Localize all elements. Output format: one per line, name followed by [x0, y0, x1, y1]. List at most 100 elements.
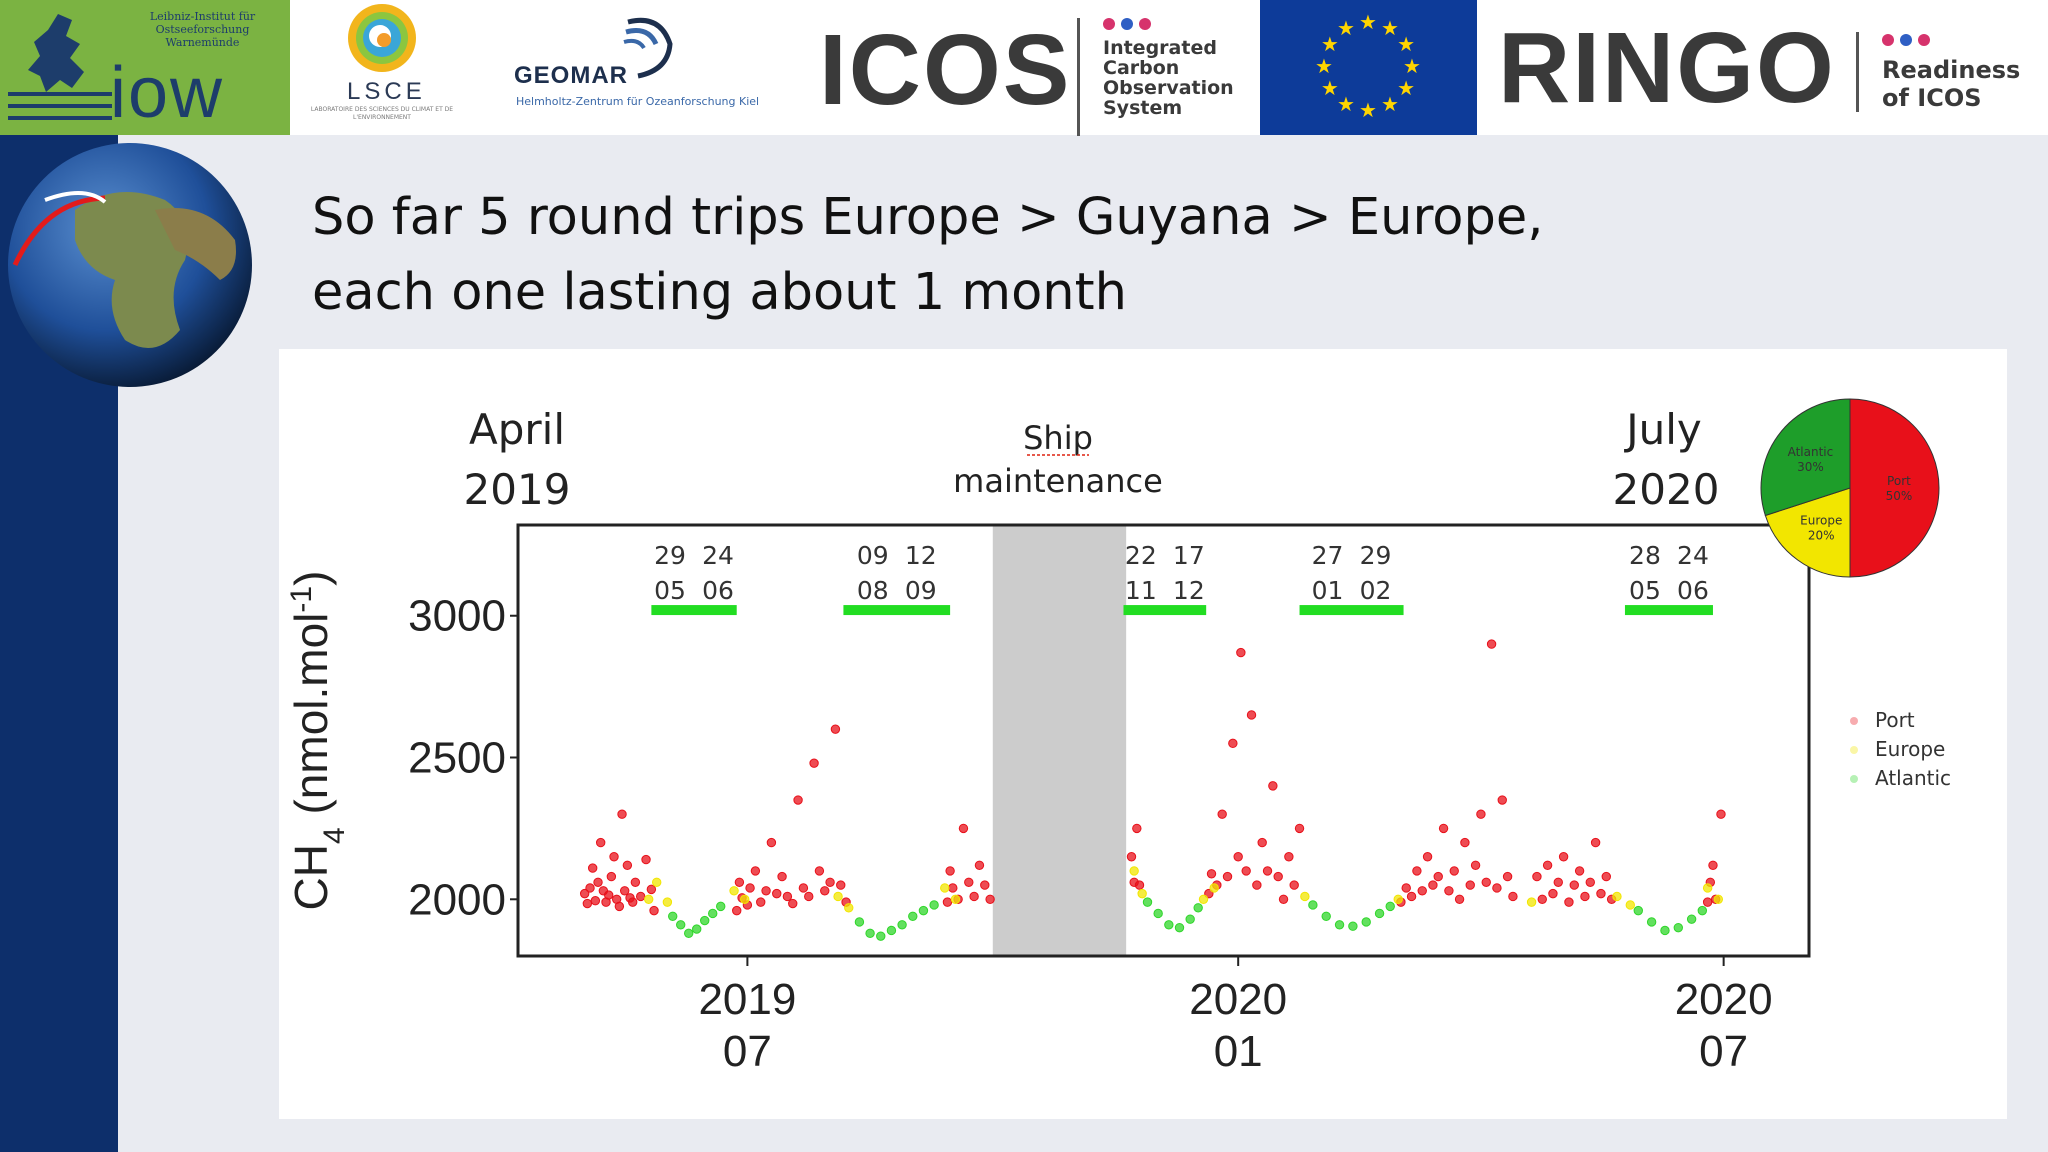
data-point-port: [619, 886, 630, 896]
data-point-port: [590, 896, 601, 906]
trip-end-month: 12: [1173, 576, 1205, 605]
data-point-port: [804, 891, 814, 902]
trip-start-month: 01: [1312, 576, 1344, 605]
trip-end-month: 06: [702, 576, 734, 605]
eu-star-icon: ★: [1359, 98, 1377, 122]
data-point-port: [1233, 852, 1243, 862]
trip-end-month: 02: [1360, 576, 1392, 605]
data-point-europe: [644, 894, 654, 904]
data-point-atlantic: [692, 924, 702, 934]
data-point-atlantic: [1673, 922, 1683, 933]
data-point-port: [745, 883, 755, 893]
data-point-port: [1444, 886, 1454, 896]
data-point-europe: [662, 897, 673, 907]
pie-slice-label: Atlantic: [1788, 445, 1834, 459]
data-point-port: [1569, 880, 1579, 890]
data-point-atlantic: [897, 920, 907, 930]
eu-stars-icon: ★ ★★★★★★★★★★★: [1315, 10, 1421, 122]
pie-slice-percent: 20%: [1808, 529, 1835, 543]
data-point-port: [782, 891, 793, 902]
eu-star-icon: ★: [1337, 16, 1355, 40]
data-point-port: [1580, 891, 1590, 902]
y-tick-label: 2000: [408, 875, 506, 924]
data-point-europe: [1300, 891, 1310, 902]
data-point-port: [777, 871, 787, 882]
icos-subtitle: Integrated Carbon Observation System: [1103, 38, 1234, 118]
ringo-name: RINGO: [1498, 12, 1836, 124]
data-point-port: [1564, 897, 1574, 907]
data-point-atlantic: [700, 915, 710, 926]
icos-subtitle-line: Carbon: [1103, 57, 1180, 79]
data-point-atlantic: [1697, 905, 1708, 916]
data-point-europe: [844, 903, 854, 913]
data-point-port: [825, 877, 835, 887]
data-point-port: [1228, 738, 1238, 749]
icos-subtitle-line: Observation: [1103, 77, 1234, 99]
globe-icon: [8, 143, 252, 387]
x-tick-label-month: 07: [723, 1027, 772, 1076]
data-point-atlantic: [908, 911, 918, 922]
ringo-subtitle-line: of ICOS: [1882, 84, 1982, 112]
pie-slice-atlantic: [1760, 398, 1851, 517]
data-point-port: [1596, 888, 1606, 899]
data-point-port: [1268, 781, 1278, 791]
data-point-atlantic: [684, 928, 694, 939]
data-point-port: [772, 888, 782, 899]
legend-marker-europe: [1850, 746, 1858, 754]
ringo-dots-icon: [1882, 34, 1930, 46]
eu-star-icon: ★: [1381, 92, 1399, 116]
data-point-port: [1241, 866, 1251, 876]
data-point-atlantic: [676, 920, 686, 930]
icos-logo: ICOS Integrated Carbon Observation Syste…: [815, 0, 1240, 136]
data-point-europe: [940, 883, 950, 893]
geomar-subtitle: Helmholtz-Zentrum für Ozeanforschung Kie…: [516, 95, 760, 108]
data-point-port: [814, 866, 825, 876]
data-point-europe: [1625, 900, 1635, 910]
data-point-atlantic: [1334, 920, 1345, 930]
data-point-port: [1273, 871, 1283, 882]
maintenance-band: [992, 525, 1127, 956]
legend-label: Port: [1875, 708, 1915, 732]
data-point-port: [974, 860, 985, 870]
data-point-port: [980, 880, 990, 890]
logo-banner: Leibniz-Institut für Ostseeforschung War…: [0, 0, 2048, 136]
data-point-atlantic: [1348, 921, 1358, 931]
data-point-port: [820, 886, 830, 896]
eu-star-icon: ★: [1315, 54, 1333, 78]
x-tick-label-year: 2020: [1189, 975, 1287, 1024]
data-point-port: [1465, 880, 1475, 890]
geomar-name: GEOMAR: [514, 62, 628, 89]
iow-logo: Leibniz-Institut für Ostseeforschung War…: [0, 0, 290, 135]
data-point-port: [1204, 888, 1214, 899]
ringo-divider: [1856, 32, 1859, 112]
trip-bar: [843, 605, 951, 616]
data-point-port: [1417, 886, 1427, 896]
trip-bar: [1299, 605, 1404, 616]
data-point-europe: [833, 891, 843, 902]
data-point-atlantic: [886, 925, 897, 936]
data-point-atlantic: [929, 900, 939, 910]
data-point-port: [627, 897, 638, 907]
x-tick-label-year: 2019: [698, 975, 796, 1024]
data-point-atlantic: [854, 917, 865, 927]
icos-subtitle-line: System: [1103, 97, 1183, 119]
data-point-port: [1497, 795, 1507, 805]
end-month-label: July: [1623, 405, 1702, 454]
data-point-port: [606, 871, 617, 882]
iow-institute-name: Leibniz-Institut für Ostseeforschung War…: [149, 10, 256, 49]
start-year-label: 2019: [464, 465, 571, 514]
data-point-port: [609, 852, 619, 862]
data-point-port: [1412, 866, 1422, 876]
trip-end-month: 09: [905, 576, 937, 605]
geomar-wave-icon: [623, 17, 673, 79]
trip-start-day: 27: [1312, 541, 1344, 570]
data-point-port: [1422, 852, 1433, 862]
data-point-port: [1590, 837, 1601, 848]
data-point-atlantic: [1164, 920, 1174, 930]
data-point-port: [793, 795, 803, 805]
data-point-port: [1206, 869, 1217, 879]
data-point-port: [1433, 871, 1443, 882]
data-point-atlantic: [1686, 914, 1697, 924]
trip-end-day: 24: [1677, 541, 1709, 570]
data-point-port: [750, 866, 761, 876]
